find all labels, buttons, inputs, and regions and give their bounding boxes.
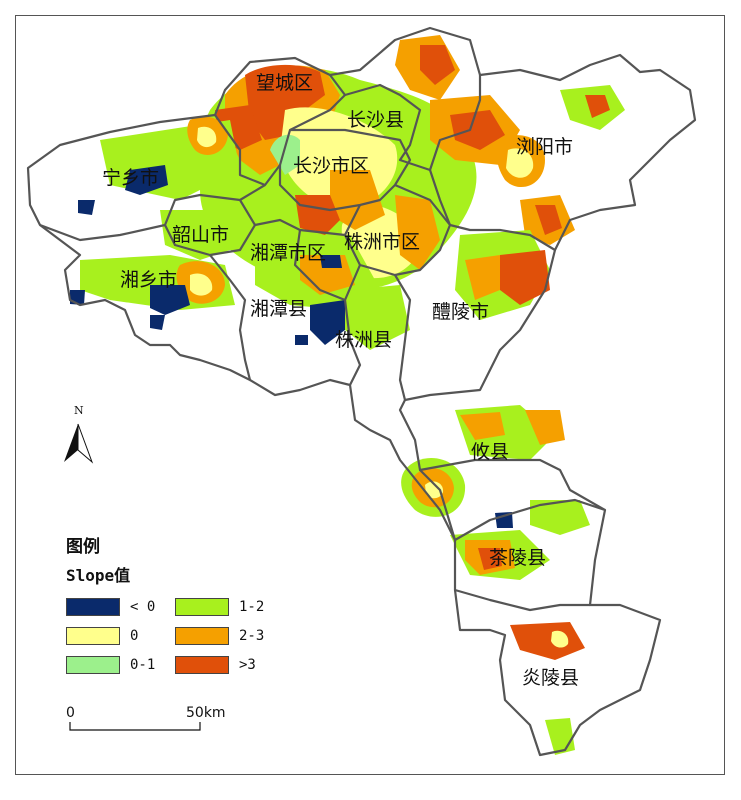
legend-swatch-0-1: [66, 656, 120, 674]
legend-swatch-neg: [66, 598, 120, 616]
patch-neg-2: [78, 200, 95, 215]
patch-neg-8: [495, 512, 513, 528]
boundary-liling-west: [394, 274, 412, 401]
slope-patches: [70, 35, 625, 755]
label-chaling: 茶陵县: [489, 547, 546, 569]
legend-swatch-zero: [66, 627, 120, 645]
boundary-ningxiang-south: [39, 184, 266, 242]
patch-yanling-top: [510, 622, 585, 660]
patch-neg-6: [310, 300, 345, 345]
label-changshashiqu: 长沙市区: [293, 155, 369, 177]
boundary-zhuzhou-city: [344, 183, 452, 277]
legend-item-0-1: 0-1: [66, 656, 155, 674]
patch-cs-county-top: [420, 45, 455, 85]
label-shaoshan: 韶山市: [172, 224, 229, 246]
label-youxian: 攸县: [471, 441, 509, 463]
label-zhuzhoushiqu: 株洲市区: [344, 231, 420, 253]
legend-item-neg: < 0: [66, 598, 155, 616]
legend-label-gt3: >3: [239, 657, 256, 673]
legend-item-gt3: >3: [175, 656, 256, 674]
patch-you-north-high: [460, 412, 505, 440]
patch-cs-east-top: [450, 110, 505, 150]
label-changshaxian: 长沙县: [347, 109, 404, 131]
scale-start-label: 0: [66, 705, 75, 721]
label-xiangtanxian: 湘潭县: [250, 298, 307, 320]
patch-zzx: [345, 285, 410, 350]
patch-you-ring-zero: [425, 481, 444, 499]
legend-label-neg: < 0: [130, 599, 156, 615]
patch-liuyang-south-top: [535, 205, 562, 235]
north-arrow-icon: [64, 424, 78, 462]
legend-swatch-2-3: [175, 627, 229, 645]
patch-top-wangcheng: [245, 64, 325, 140]
patch-liling-top: [500, 250, 550, 305]
boundaries: [26, 26, 697, 757]
legend-label-zero: 0: [130, 628, 139, 644]
patch-high-zhuzhou: [395, 195, 440, 270]
boundary-citycore: [278, 128, 412, 212]
scale-bar: [69, 722, 201, 731]
patch-you-east: [525, 410, 565, 445]
boundary-liuyang-west: [428, 169, 556, 251]
legend-label-0-1: 0-1: [130, 657, 156, 673]
label-yanling: 炎陵县: [522, 667, 579, 689]
patch-chaling-top: [478, 548, 502, 570]
legend-label-2-3: 2-3: [239, 628, 265, 644]
label-liuyang: 浏阳市: [516, 136, 573, 158]
patch-ningxiang-zero: [197, 126, 217, 148]
patch-you-se: [530, 500, 590, 535]
patch-liuyang-zero: [506, 148, 534, 178]
label-zhuzhouxian: 株洲县: [335, 329, 392, 351]
boundary-outer: [26, 26, 697, 757]
north-arrow-label: N: [74, 404, 84, 417]
boundary-zzx: [343, 299, 362, 386]
legend-item-zero: 0: [66, 627, 138, 645]
patch-liling-mid: [465, 255, 500, 300]
patch-neg-9: [320, 255, 342, 268]
patch-xiangxiang-zero: [190, 273, 213, 296]
north-arrow: N: [64, 404, 94, 464]
boundary-you-chaling: [419, 469, 606, 542]
patch-yanling-zero: [551, 630, 569, 648]
legend-title: 图例: [66, 537, 100, 557]
legend-subtitle: Slope值: [66, 566, 131, 585]
boundary-chaling-yanling: [454, 588, 590, 612]
patch-low-ring: [270, 134, 300, 175]
legend-item-1-2: 1-2: [175, 598, 264, 616]
label-wangcheng: 望城区: [256, 72, 313, 94]
patch-neg-4: [150, 315, 165, 330]
label-ningxiang: 宁乡市: [102, 167, 159, 189]
legend-label-1-2: 1-2: [239, 599, 265, 615]
label-xiangxiang: 湘乡市: [120, 269, 177, 291]
label-liling: 醴陵市: [432, 301, 489, 323]
patch-neg-7: [295, 335, 308, 345]
scale-end-label: 50km: [186, 705, 226, 721]
boundary-changshaxian: [344, 75, 482, 172]
boundary-xtx-east: [293, 229, 362, 302]
patch-neg-3: [150, 285, 190, 315]
legend-swatch-1-2: [175, 598, 229, 616]
region-labels: 望城区 长沙县 长沙市区 浏阳市 宁乡市 韶山市 湘潭市区 株洲市区 湘乡市 湘…: [102, 72, 579, 689]
patch-neg-1: [125, 165, 168, 195]
scale-unit: km: [203, 705, 226, 721]
patch-high-cs-east: [330, 170, 385, 230]
patch-yanling-green: [545, 718, 575, 755]
patch-liuyang-orange: [585, 95, 610, 118]
boundary-xiangxiang-east: [209, 254, 252, 381]
legend-swatch-gt3: [175, 656, 229, 674]
boundary-shaoshan: [164, 199, 257, 257]
scale-end-value: 50: [186, 705, 204, 721]
legend-item-2-3: 2-3: [175, 627, 264, 645]
label-xiangtanshiqu: 湘潭市区: [250, 242, 326, 264]
